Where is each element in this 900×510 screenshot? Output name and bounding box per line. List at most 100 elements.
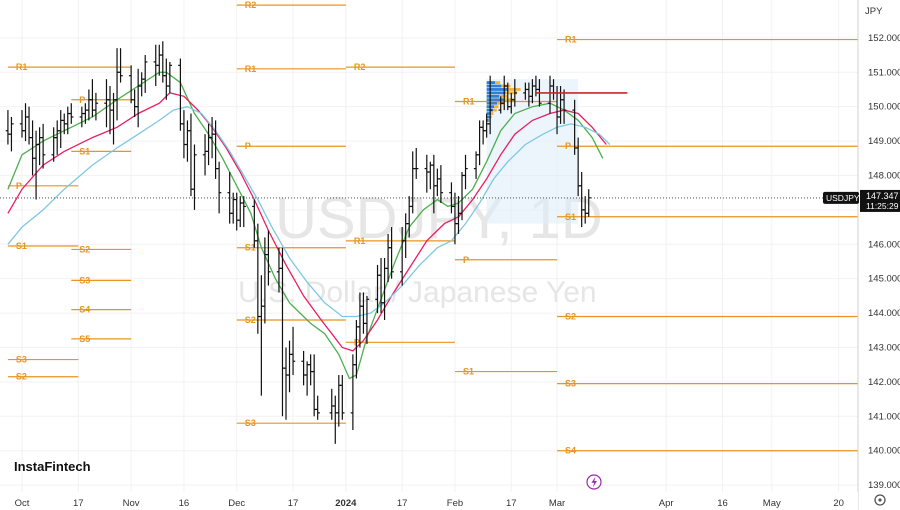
- price-bar: [192, 144, 197, 210]
- time-axis[interactable]: Oct 17 Nov 16 Dec 17 2024 17 Feb 17 Mar Apr 16 May 20: [0, 492, 858, 510]
- volume-profile-bar-up: [486, 118, 489, 122]
- volume-profile-bar-up: [486, 84, 502, 88]
- time-tick-label: Apr: [659, 498, 674, 509]
- price-tick-label: 144.000: [868, 308, 900, 319]
- pivot-label: R1: [463, 96, 475, 106]
- price-bars: [5, 41, 591, 444]
- volume-profile-bar-up: [486, 112, 491, 115]
- pivot-label: S5: [79, 334, 90, 344]
- pivot-label: S4: [79, 305, 90, 315]
- pivot-label: S2: [565, 312, 576, 322]
- price-bar: [340, 375, 345, 420]
- price-tick-label: 149.000: [868, 136, 900, 147]
- price-bar: [561, 89, 567, 124]
- price-axis-ticks: 139.000 140.000 141.000 142.000 143.000 144.0…: [868, 33, 900, 491]
- last-price-badge-box: [860, 189, 900, 212]
- price-bar: [512, 79, 517, 107]
- pivot-label: S1: [16, 241, 27, 251]
- price-tick-label: 143.000: [868, 342, 900, 353]
- volume-profile-bar-down: [490, 112, 494, 115]
- pivot-label: R1: [16, 62, 28, 72]
- price-bar: [40, 123, 46, 169]
- currency-button[interactable]: JPY: [859, 2, 899, 20]
- brand-logo: InstaFintech: [14, 459, 91, 474]
- price-bar: [290, 326, 296, 376]
- price-tick-label: 146.000: [868, 239, 900, 250]
- time-tick-label: 17: [288, 498, 299, 509]
- symbol-tag: USDJPY: [823, 191, 860, 204]
- price-bar: [438, 165, 444, 203]
- right-price-axis[interactable]: 139.000 140.000 141.000 142.000 143.000 144.0…: [823, 0, 900, 510]
- volume-profile-bar-down: [494, 105, 499, 109]
- pivot-label: P: [463, 255, 469, 265]
- volume-profile-bar-up: [486, 88, 508, 91]
- pivot-label: R2: [245, 0, 257, 10]
- pivot-label: S1: [79, 146, 90, 156]
- volume-profile-bar-down: [492, 108, 497, 112]
- price-tick-label: 139.000: [868, 480, 900, 491]
- price-bar: [9, 116, 14, 152]
- time-tick-label: 17: [73, 498, 84, 509]
- watermark-description: U.S. Dollar / Japanese Yen: [238, 276, 597, 309]
- volume-profile-bar-up: [486, 101, 498, 105]
- time-axis-labels: Oct 17 Nov 16 Dec 17 2024 17 Feb 17 Mar Apr 16 May 20: [15, 498, 844, 509]
- pivot-label: R1: [565, 35, 577, 45]
- price-bar: [487, 75, 493, 135]
- price-tick-label: 145.000: [868, 274, 900, 285]
- price-bar: [93, 92, 99, 121]
- last-price-value: 147.347: [866, 191, 899, 201]
- time-tick-label: Feb: [447, 498, 463, 509]
- time-tick-label: May: [763, 498, 781, 509]
- pivot-label: S2: [16, 372, 27, 382]
- pivot-levels: R2 R1 P P S1 S1 S2 S3 S4 S5 S3 S2 R2 R1 P S1 S2 S3 R2 R1 P R1…: [7, 0, 858, 456]
- pivot-label: P: [565, 141, 571, 151]
- pivot-label: S1: [245, 243, 256, 253]
- time-tick-label: 16: [179, 498, 190, 509]
- pivot-label: S3: [16, 355, 27, 365]
- price-tick-label: 148.000: [868, 170, 900, 181]
- pivot-label: P: [245, 141, 251, 151]
- price-bar: [463, 154, 468, 190]
- volume-profile-bar-up: [486, 91, 506, 95]
- last-price-badge: 147.347 11:25:29: [860, 189, 900, 212]
- volume-profile-bar-down: [489, 115, 492, 119]
- pivot-label: S3: [79, 275, 90, 285]
- price-bar: [118, 48, 123, 83]
- volume-profile-bar-down: [495, 81, 501, 84]
- volume-profile-bar-up: [486, 115, 490, 119]
- pivot-label: R1: [354, 236, 366, 246]
- moving-average-line: [7, 71, 604, 380]
- axis-settings-icon[interactable]: [874, 494, 886, 506]
- price-bar: [241, 196, 246, 228]
- price-tick-label: 150.000: [868, 102, 900, 113]
- pivot-label: P: [16, 181, 22, 191]
- time-axis-background: [0, 492, 858, 510]
- pivot-label: S1: [463, 367, 474, 377]
- price-bar: [216, 161, 222, 214]
- bar-countdown: 11:25:29: [866, 201, 899, 211]
- price-bar: [143, 55, 148, 93]
- pivot-label: R2: [354, 62, 366, 72]
- time-tick-label: 17: [506, 498, 517, 509]
- volume-profile-bar-up: [486, 98, 504, 102]
- pivot-label: R2: [16, 0, 28, 2]
- volume-profile-bar-down: [503, 98, 514, 102]
- price-axis-background: [858, 0, 900, 510]
- time-tick-label: 2024: [335, 498, 357, 509]
- price-bar: [364, 295, 370, 345]
- price-tick-label: 140.000: [868, 446, 900, 457]
- volume-profile-bar-down: [488, 118, 491, 122]
- time-tick-label: 20: [833, 498, 844, 509]
- symbol-tag-box: [823, 191, 859, 204]
- price-bar: [414, 147, 419, 179]
- price-tick-label: 151.000: [868, 67, 900, 78]
- time-tick-label: 17: [397, 498, 408, 509]
- time-tick-label: Mar: [549, 498, 565, 509]
- currency-button-label: JPY: [865, 6, 883, 17]
- pivot-label: R1: [245, 64, 257, 74]
- pivot-label: S4: [565, 446, 576, 456]
- lightning-icon[interactable]: [586, 474, 602, 490]
- moving-averages: [7, 71, 611, 380]
